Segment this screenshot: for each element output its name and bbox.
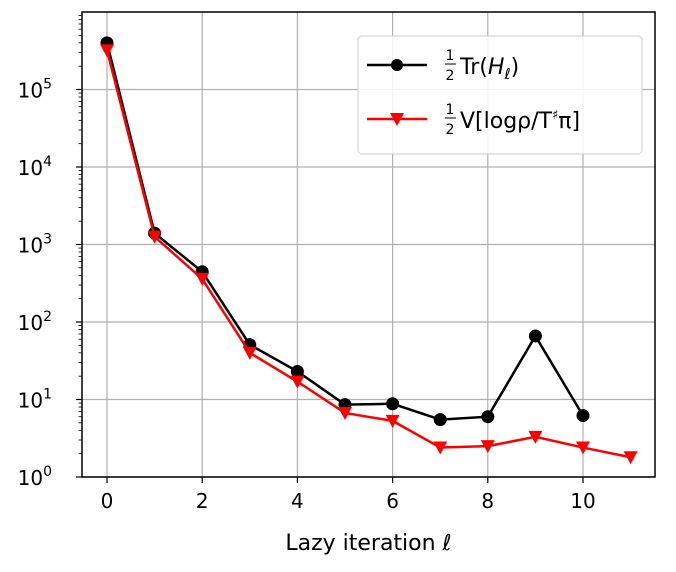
data-point (195, 272, 210, 286)
x-tick-label: 2 (196, 489, 209, 513)
legend-marker (391, 59, 403, 71)
data-point (100, 44, 114, 58)
data-point (480, 440, 495, 454)
series-0 (100, 36, 590, 427)
legend-frac-den: 2 (446, 68, 455, 84)
y-tick-exp: 4 (43, 154, 52, 170)
y-tick-base: 10 (18, 311, 43, 335)
x-axis-label: Lazy iteration ℓ (285, 531, 451, 556)
data-point (528, 329, 542, 343)
x-tick-label: 8 (481, 489, 494, 513)
legend-box (357, 35, 643, 155)
y-tick-base: 10 (18, 79, 43, 103)
legend-tail: π] (558, 109, 580, 134)
y-tick-label: 104 (18, 154, 52, 180)
plot-frame (81, 11, 656, 478)
legend: 12 Tr(Hℓ)12 V[logρ/T♯π] (357, 35, 643, 155)
data-point (242, 346, 257, 360)
series-1 (100, 44, 638, 465)
data-point (385, 414, 400, 428)
legend-label: V[logρ/T♯π] (460, 108, 580, 134)
y-tick-base: 10 (18, 466, 43, 490)
y-tick-label: 105 (18, 77, 52, 103)
y-tick-exp: 2 (43, 309, 52, 325)
legend-frac-num: 1 (446, 102, 455, 118)
y-tick-exp: 5 (43, 77, 52, 93)
x-tick-label: 0 (101, 489, 114, 513)
x-tick-label: 10 (570, 489, 595, 513)
legend-main: Tr( (459, 55, 488, 80)
data-point (433, 441, 448, 455)
legend-frac-den: 2 (446, 122, 455, 138)
legend-tail: ) (511, 55, 520, 80)
legend-marker (390, 113, 404, 126)
data-point (290, 375, 305, 389)
legend-label: Tr(Hℓ) (459, 55, 519, 83)
data-point (576, 441, 590, 455)
legend-sup: ♯ (552, 108, 558, 123)
data-point (576, 409, 590, 423)
legend-entry-1: 1 2 V[logρ/T♯π] (367, 102, 580, 138)
data-point (147, 230, 162, 244)
series-line (105, 50, 631, 459)
y-tick-exp: 3 (43, 232, 52, 248)
y-tick-base: 10 (18, 389, 43, 413)
y-tick-label: 102 (18, 309, 52, 335)
data-point (386, 397, 400, 411)
legend-entry-0: 1 2 Tr(Hℓ) (367, 48, 519, 84)
data-point (528, 430, 543, 444)
y-tick-base: 10 (18, 234, 43, 258)
y-tick-base: 10 (18, 156, 43, 180)
data-point (338, 406, 352, 420)
data-point (433, 413, 447, 427)
y-tick-label: 101 (18, 387, 52, 413)
legend-frac-num: 1 (446, 48, 455, 64)
data-point (623, 451, 638, 465)
legend-italic: H (488, 55, 505, 80)
legend-sub: ℓ (503, 65, 510, 83)
y-tick-exp: 1 (43, 387, 52, 403)
x-tick-label: 6 (386, 489, 399, 513)
data-point (481, 410, 495, 424)
y-tick-exp: 0 (43, 464, 52, 480)
legend-main: V[logρ/T (460, 109, 553, 134)
x-tick-label: 4 (291, 489, 304, 513)
y-tick-label: 103 (18, 232, 52, 258)
y-tick-label: 100 (18, 464, 52, 490)
